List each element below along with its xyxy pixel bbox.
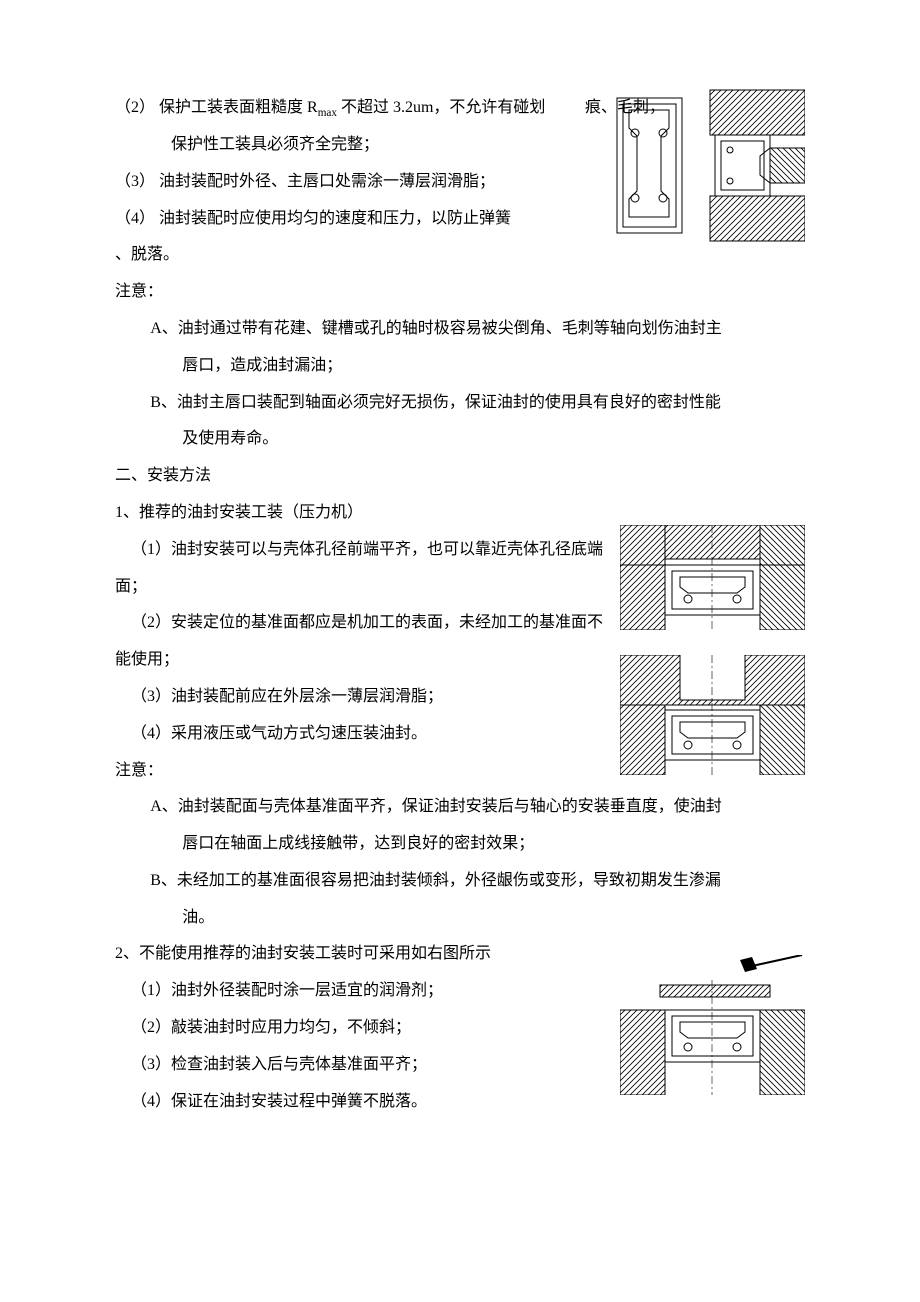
s2-1-1-cont: 面；	[115, 569, 805, 606]
section-2-2: 2、不能使用推荐的油封安装工装时可采用如右图所示	[115, 936, 805, 973]
note-b-cont: 及使用寿命。	[115, 421, 805, 458]
item-4-cont: 、脱落。	[115, 237, 805, 274]
s2-2-3: （3）检查油封装入后与壳体基准面平齐；	[115, 1047, 805, 1084]
item-2-cont: 保护性工装具必须齐全完整；	[115, 127, 805, 164]
s2-2-2: （2）敲装油封时应用力均匀，不倾斜；	[115, 1010, 805, 1047]
s2-2-4: （4）保证在油封安装过程中弹簧不脱落。	[115, 1084, 805, 1121]
item-4: （4） 油封装配时应使用均匀的速度和压力，以防止弹簧	[115, 201, 805, 238]
s2-1-1: （1）油封安装可以与壳体孔径前端平齐，也可以靠近壳体孔径底端	[115, 532, 805, 569]
document-body: （2） 保护工装表面粗糙度 Rmax 不超过 3.2um，不允许有碰划 痕、毛刺…	[115, 90, 805, 1120]
s2-1-2-cont: 能使用；	[115, 642, 805, 679]
section-2-1: 1、推荐的油封安装工装（压力机）	[115, 495, 805, 532]
s2-1-2: （2）安装定位的基准面都应是机加工的表面，未经加工的基准面不	[115, 605, 805, 642]
s2-note-a-cont: 唇口在轴面上成线接触带，达到良好的密封效果；	[115, 826, 805, 863]
note-a: A、油封通过带有花建、键槽或孔的轴时极容易被尖倒角、毛刺等轴向划伤油封主	[115, 311, 805, 348]
item-3: （3） 油封装配时外径、主唇口处需涂一薄层润滑脂；	[115, 164, 805, 201]
s2-1-3: （3）油封装配前应在外层涂一薄层润滑脂；	[115, 679, 805, 716]
section-2-title: 二、安装方法	[115, 458, 805, 495]
s2-note-a: A、油封装配面与壳体基准面平齐，保证油封安装后与轴心的安装垂直度，使油封	[115, 789, 805, 826]
note-b: B、油封主唇口装配到轴面必须完好无损伤，保证油封的使用具有良好的密封性能	[115, 385, 805, 422]
note-label-1: 注意：	[115, 274, 805, 311]
item-2: （2） 保护工装表面粗糙度 Rmax 不超过 3.2um，不允许有碰划 痕、毛刺…	[115, 90, 805, 127]
s2-1-4: （4）采用液压或气动方式匀速压装油封。	[115, 716, 805, 753]
s2-2-1: （1）油封外径装配时涂一层适宜的润滑剂；	[115, 973, 805, 1010]
note-a-cont: 唇口，造成油封漏油；	[115, 348, 805, 385]
note-label-2: 注意：	[115, 753, 805, 790]
s2-note-b-cont: 油。	[115, 900, 805, 937]
s2-note-b: B、未经加工的基准面很容易把油封装倾斜，外径龈伤或变形，导致初期发生渗漏	[115, 863, 805, 900]
